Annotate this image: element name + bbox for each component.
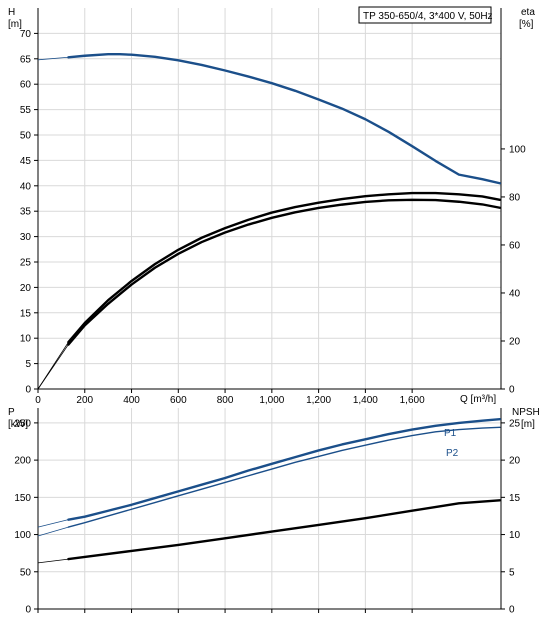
series-extension-npsh <box>37 558 69 564</box>
left-tick-label: 60 <box>20 80 32 91</box>
series-extension-eta_lower <box>37 344 69 390</box>
left-tick-label: 250 <box>14 418 31 429</box>
chart-title: TP 350-650/4, 3*400 V, 50Hz <box>363 11 493 22</box>
top-right-unit-line2: [%] <box>519 19 534 30</box>
left-tick-label: 150 <box>14 493 31 504</box>
title-box <box>358 6 492 24</box>
bottom-chart: 0 50 100 150 200 250 0 5 10 15 20 25 P [kW] NPSH [m… <box>8 407 540 616</box>
left-tick-label: 10 <box>20 334 32 345</box>
x-tick-label: 1,600 <box>400 395 425 406</box>
left-tick-label: 50 <box>20 567 32 578</box>
right-tick-label: 100 <box>509 144 526 155</box>
series-extension-p2 <box>37 526 69 537</box>
right-tick-label: 80 <box>509 192 521 203</box>
x-tick-label: 600 <box>170 395 187 406</box>
right-tick-label: 60 <box>509 240 521 251</box>
top-left-unit-line2: [m] <box>8 19 22 30</box>
left-tick-label: 50 <box>20 131 32 142</box>
series-line-p1 <box>67 417 502 521</box>
series-line-p2 <box>67 426 501 528</box>
right-tick-label: 20 <box>509 456 521 467</box>
x-axis-label: Q [m³/h] <box>460 394 496 405</box>
left-tick-label: 35 <box>20 207 32 218</box>
left-tick-label: 100 <box>14 530 31 541</box>
series-line-eta_upper <box>67 191 502 344</box>
left-tick-label: 70 <box>20 29 32 40</box>
left-tick-label: 55 <box>20 105 32 116</box>
right-tick-label: 5 <box>509 567 515 578</box>
x-tick-label: 1,200 <box>306 395 331 406</box>
left-tick-label: 45 <box>20 156 32 167</box>
top-grid <box>38 8 501 389</box>
series-line-npsh <box>67 499 502 561</box>
x-tick-label: 400 <box>123 395 140 406</box>
x-tick-label: 0 <box>35 395 41 406</box>
right-tick-label: 25 <box>509 418 521 429</box>
series-line-h <box>67 53 502 185</box>
top-chart: 0 5 10 15 20 25 30 35 40 45 50 55 60 65 70 0 20 40 60 80 100… <box>8 6 535 406</box>
right-tick-label: 10 <box>509 530 521 541</box>
left-tick-label: 25 <box>20 258 32 269</box>
p1-label: P1 <box>444 428 457 439</box>
p2-label: P2 <box>446 448 459 459</box>
x-tick-label: 800 <box>217 395 234 406</box>
left-tick-label: 30 <box>20 232 32 243</box>
series-extension-p1 <box>37 519 69 528</box>
bottom-axes: 0 50 100 150 200 250 0 5 10 15 20 25 <box>14 408 521 616</box>
bottom-right-unit-line1: NPSH <box>512 407 540 418</box>
series-extension-h <box>37 56 69 61</box>
x-tick-label: 1,400 <box>353 395 378 406</box>
left-tick-label: 20 <box>20 283 32 294</box>
right-tick-label: 0 <box>509 605 515 616</box>
top-left-unit-line1: H <box>8 7 15 18</box>
top-axes: 0 5 10 15 20 25 30 35 40 45 50 55 60 65 70 0 20 40 60 80 100… <box>20 8 526 406</box>
top-series <box>37 53 502 390</box>
right-tick-label: 15 <box>509 493 521 504</box>
left-tick-label: 200 <box>14 456 31 467</box>
left-tick-label: 40 <box>20 181 32 192</box>
x-tick-label: 200 <box>76 395 93 406</box>
left-tick-label: 65 <box>20 54 32 65</box>
bottom-series <box>37 417 502 564</box>
left-tick-label: 15 <box>20 308 32 319</box>
left-tick-label: 0 <box>25 385 31 396</box>
left-tick-label: 5 <box>25 359 31 370</box>
right-tick-label: 40 <box>509 288 521 299</box>
left-tick-label: 0 <box>25 605 31 616</box>
top-right-unit-line1: eta <box>521 7 535 18</box>
right-tick-label: 0 <box>509 385 515 396</box>
series-line-eta_lower <box>67 198 502 346</box>
bottom-left-unit-line2: [kW] <box>8 419 28 430</box>
bottom-left-unit-line1: P <box>8 407 15 418</box>
bottom-right-unit-line2: [m] <box>521 419 535 430</box>
x-tick-label: 1,000 <box>259 395 284 406</box>
right-tick-label: 20 <box>509 336 521 347</box>
bottom-grid <box>38 408 501 609</box>
